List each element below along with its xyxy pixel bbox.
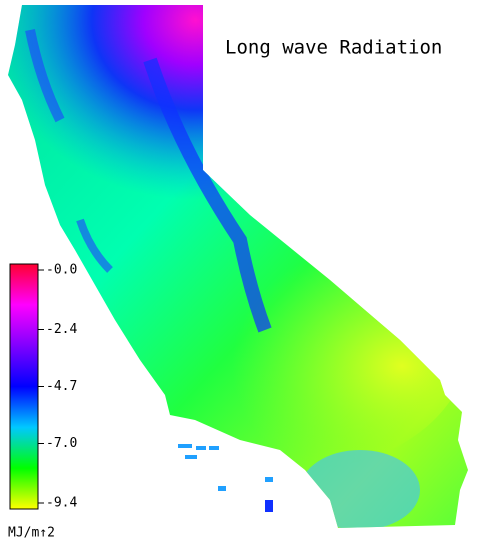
islands (178, 444, 273, 512)
map-title: Long wave Radiation (225, 37, 442, 59)
colorbar-tick-label: -2.4 (46, 322, 77, 337)
colorbar-tick-label: -0.0 (46, 263, 77, 278)
colorbar: -0.0 -2.4 -4.7 -7.0 -9.4 (9, 263, 77, 511)
colorbar-unit: MJ/m↑2 (8, 526, 55, 541)
colorbar-tick-label: -7.0 (46, 436, 77, 451)
colorbar-tick-label: -9.4 (46, 496, 77, 511)
colorbar-scale (9, 263, 39, 510)
colorbar-tick-label: -4.7 (46, 379, 77, 394)
